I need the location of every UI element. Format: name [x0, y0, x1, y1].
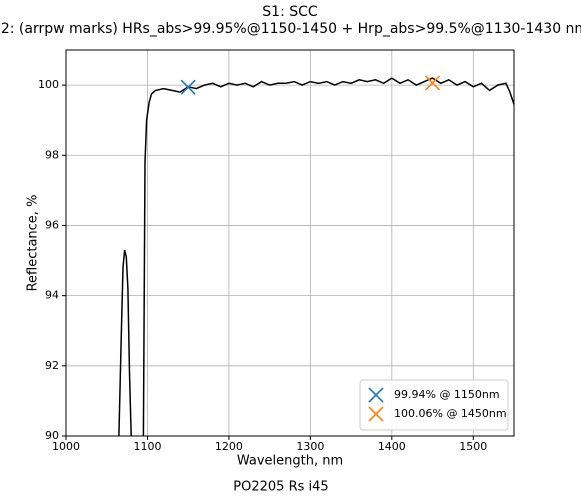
x-tick-label: 1500	[459, 440, 487, 453]
y-tick-label: 94	[45, 289, 59, 302]
y-axis-label: Reflectance, %	[26, 195, 41, 292]
footer: PO2205 Rs i45	[233, 480, 328, 495]
x-marker	[424, 75, 441, 91]
legend-label: 99.94% @ 1150nm	[394, 388, 500, 401]
chart-subtitle: S2: (arrpw marks) HRs_abs>99.95%@1150-14…	[0, 21, 581, 37]
x-marker	[180, 79, 196, 95]
chart-title: S1: SCC	[262, 4, 318, 20]
x-tick-label: 1000	[52, 440, 80, 453]
x-tick-label: 1100	[133, 440, 161, 453]
y-tick-label: 96	[45, 218, 59, 231]
legend-marker	[368, 387, 384, 403]
plot-frame	[65, 49, 515, 437]
legend-marker	[368, 406, 384, 422]
x-tick-label: 1400	[378, 440, 406, 453]
y-tick-label: 98	[45, 148, 59, 161]
x-tick-label: 1200	[215, 440, 243, 453]
y-tick-label: 92	[45, 359, 59, 372]
x-tick-label: 1300	[296, 440, 324, 453]
spectrum-line	[118, 77, 514, 436]
legend-label: 100.06% @ 1450nm	[394, 407, 507, 420]
y-tick-label: 90	[45, 429, 59, 442]
x-axis-label: Wavelength, nm	[237, 454, 343, 469]
legend-box	[359, 379, 509, 431]
y-tick-label: 100	[38, 78, 59, 91]
plot-area	[118, 75, 514, 436]
